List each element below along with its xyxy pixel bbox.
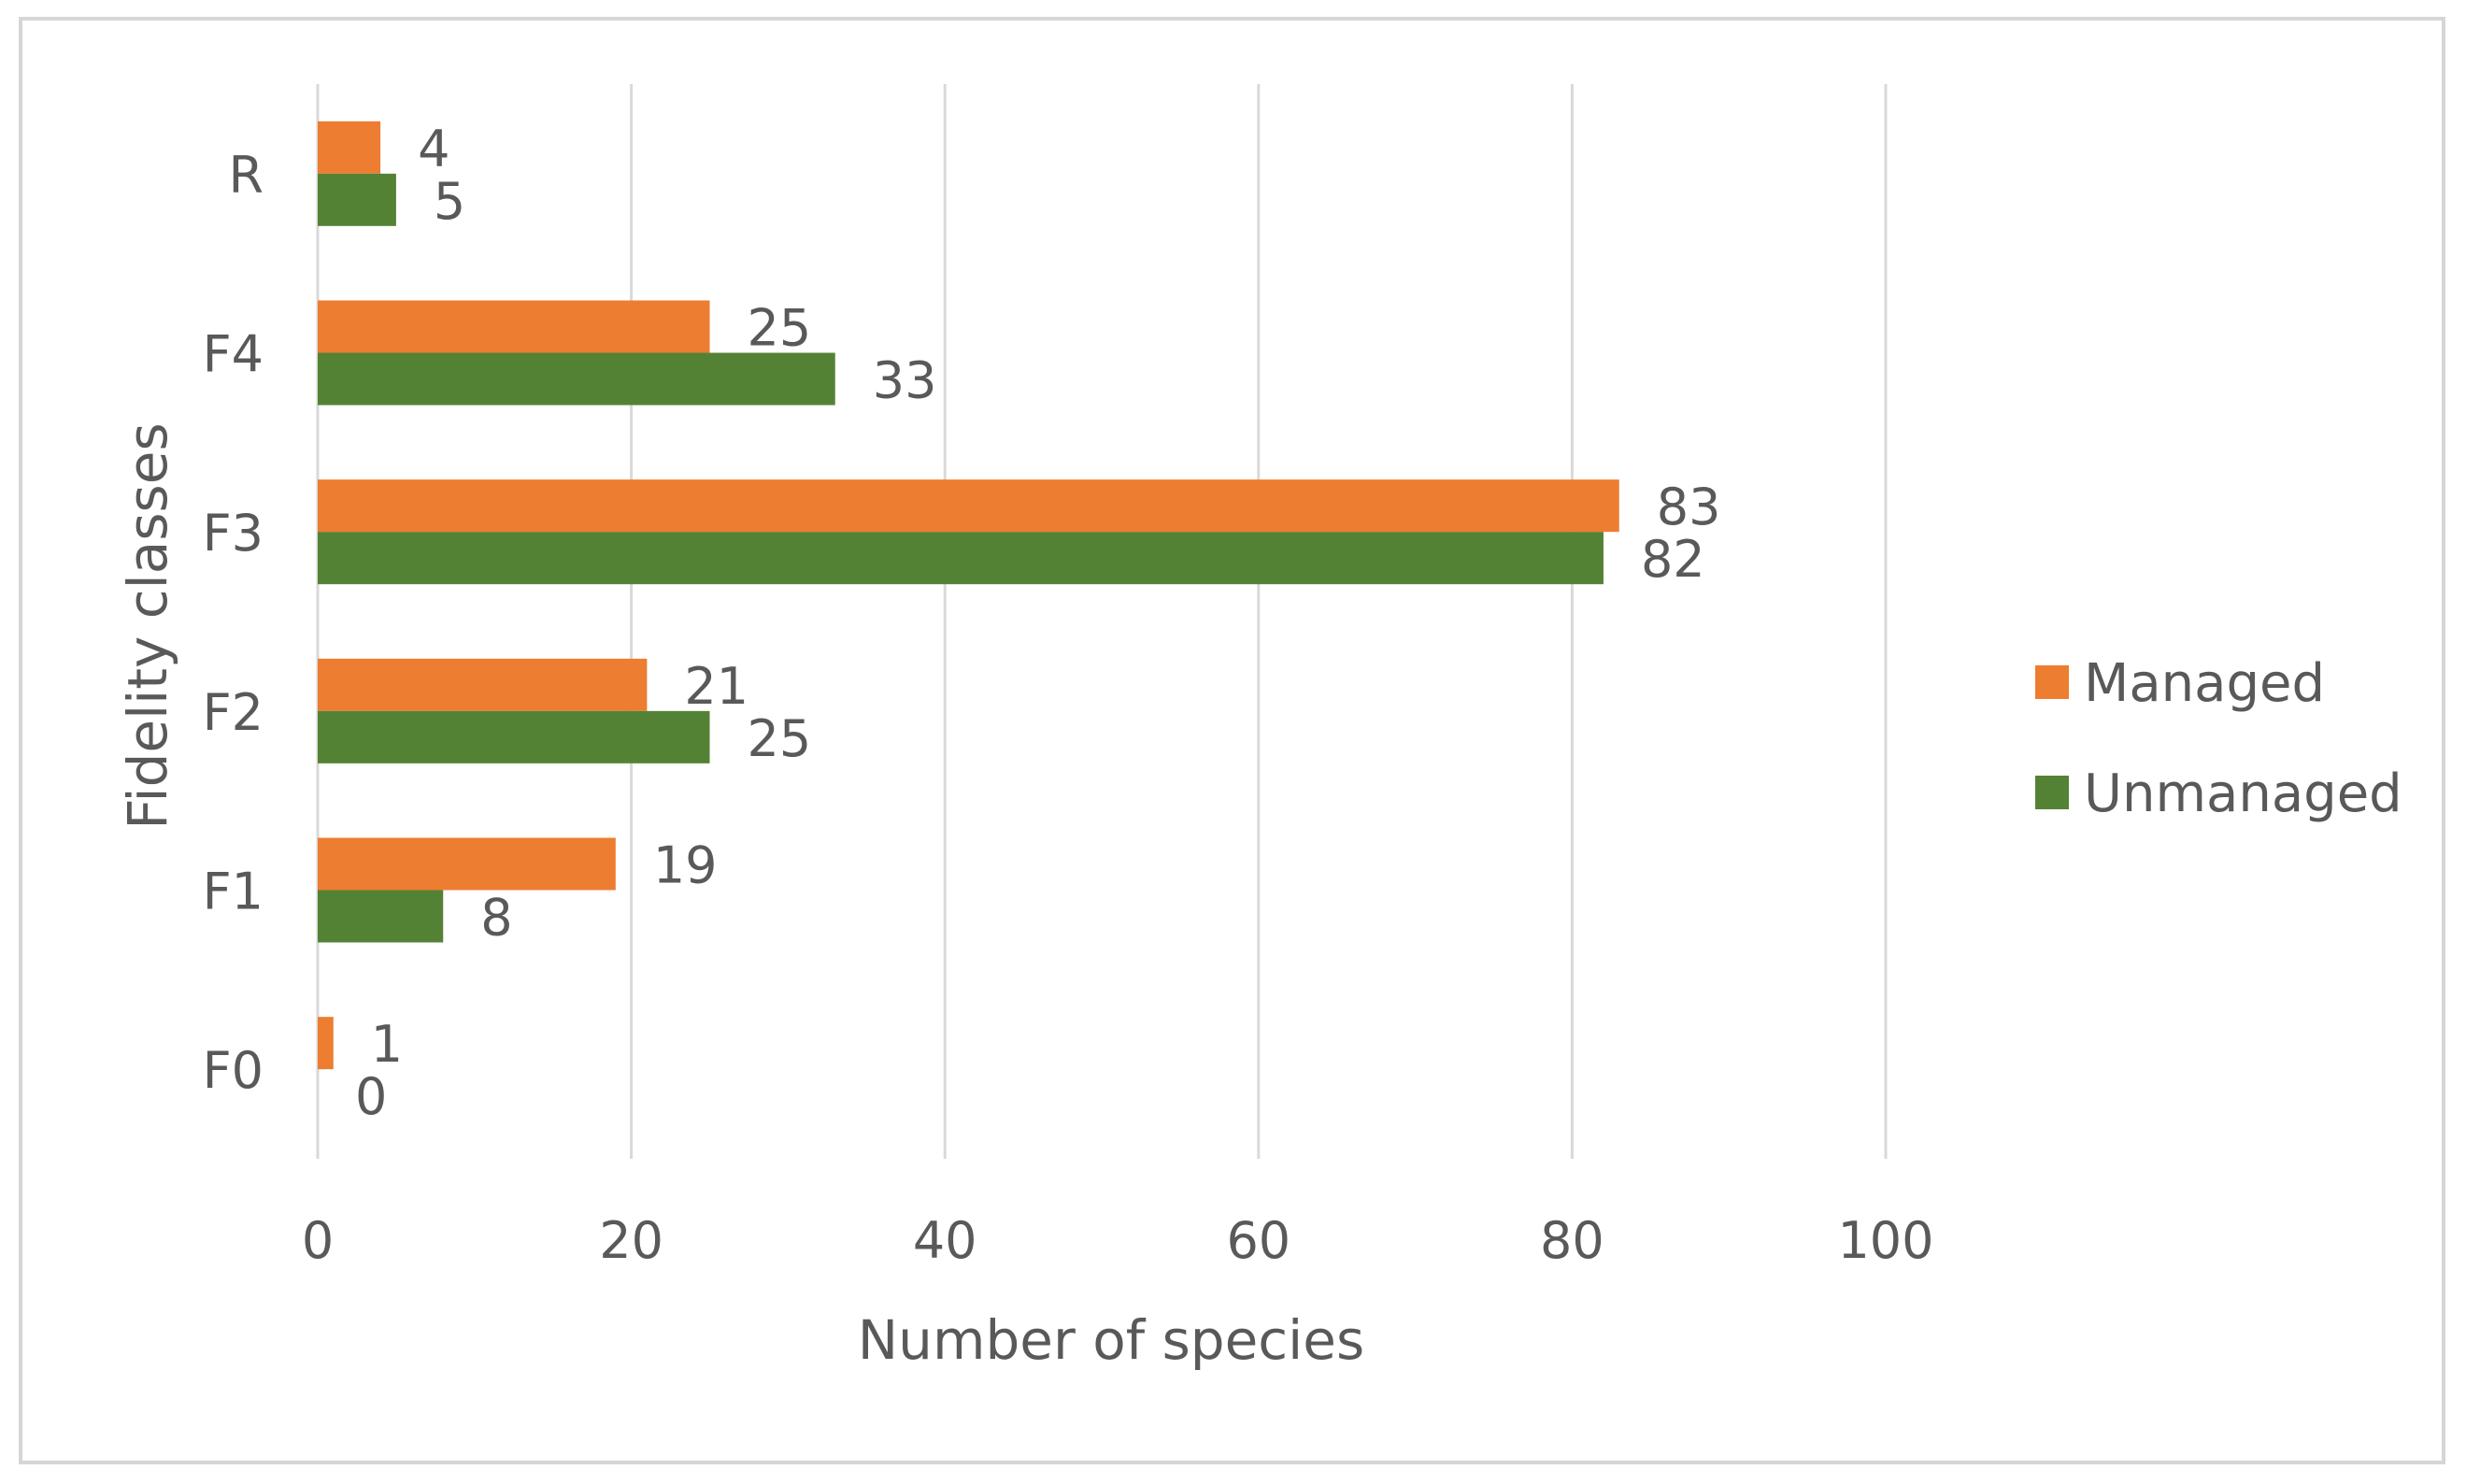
x-tick-label-20: 20 [599,1211,663,1270]
legend-swatch-managed [2035,665,2069,699]
data-label-managed-f2: 21 [684,657,748,716]
bar-managed-f1 [318,837,616,891]
bar-managed-f4 [318,300,710,353]
bar-unmanaged-r [318,173,396,226]
grid [316,84,1888,1159]
y-axis-title: Fidelity classes [116,422,179,829]
x-tick-label-0: 0 [302,1211,334,1270]
data-label-managed-f3: 83 [1657,478,1721,536]
y-tick-label-f0: F0 [203,1041,264,1100]
bar-unmanaged-f3 [318,532,1604,585]
y-tick-label-r: R [228,146,264,205]
data-label-unmanaged-f2: 25 [748,709,812,768]
data-label-unmanaged-r: 5 [434,172,465,231]
legend-label-managed: Managed [2084,653,2325,714]
y-tick-label-f1: F1 [203,863,264,921]
bar-unmanaged-f1 [318,890,444,943]
x-tick-label-40: 40 [913,1211,977,1270]
x-tick-label-100: 100 [1837,1211,1933,1270]
x-tick-label-60: 60 [1226,1211,1290,1270]
y-tick-label-f3: F3 [203,504,264,563]
bars [318,121,1619,1070]
data-label-managed-f1: 19 [653,836,718,895]
data-label-managed-f4: 25 [748,299,812,358]
bar-managed-r [318,121,381,174]
data-label-unmanaged-f3: 82 [1641,530,1705,589]
data-label-managed-r: 4 [418,120,449,178]
legend: Managed Unmanaged [2035,653,2402,824]
bar-unmanaged-f2 [318,710,710,763]
data-label-unmanaged-f4: 33 [873,351,937,410]
data-label-unmanaged-f1: 8 [480,889,512,948]
bar-managed-f0 [318,1017,334,1070]
data-label-managed-f0: 1 [371,1015,403,1074]
x-axis-title: Number of species [858,1308,1364,1372]
bar-managed-f2 [318,658,648,711]
x-tick-label-80: 80 [1540,1211,1604,1270]
bar-managed-f3 [318,479,1619,533]
y-tick-label-f4: F4 [203,325,264,384]
legend-swatch-unmanaged [2035,776,2069,809]
data-label-unmanaged-f0: 0 [355,1067,387,1126]
bar-unmanaged-f4 [318,352,835,406]
legend-label-unmanaged: Unmanaged [2084,763,2402,824]
y-tick-label-f2: F2 [203,683,264,742]
